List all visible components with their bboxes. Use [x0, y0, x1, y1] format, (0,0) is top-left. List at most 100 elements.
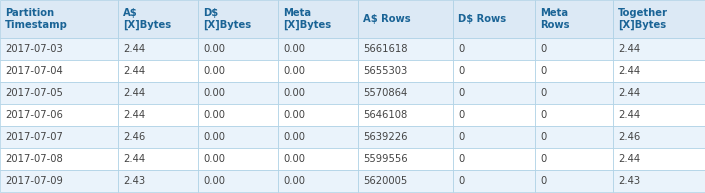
Text: 0: 0: [458, 66, 465, 76]
Text: A$ Rows: A$ Rows: [363, 14, 410, 24]
Bar: [118, 38, 198, 60]
Bar: [0, 148, 118, 170]
Bar: [613, 126, 705, 148]
Bar: [613, 0, 705, 38]
Bar: [613, 104, 705, 126]
Bar: [613, 170, 705, 192]
Bar: [358, 0, 453, 38]
Text: 0: 0: [540, 44, 546, 54]
Text: 0: 0: [540, 132, 546, 142]
Text: 5655303: 5655303: [363, 66, 407, 76]
Text: 0: 0: [540, 88, 546, 98]
Text: A$
[X]Bytes: A$ [X]Bytes: [123, 8, 171, 30]
Bar: [535, 60, 613, 82]
Bar: [358, 82, 453, 104]
Text: 2.44: 2.44: [618, 110, 640, 120]
Bar: [198, 148, 278, 170]
Text: 0: 0: [540, 66, 546, 76]
Text: Partition
Timestamp: Partition Timestamp: [5, 8, 68, 30]
Text: 0.00: 0.00: [283, 66, 305, 76]
Bar: [198, 38, 278, 60]
Text: 0.00: 0.00: [283, 110, 305, 120]
Bar: [278, 82, 358, 104]
Bar: [198, 126, 278, 148]
Text: 0.00: 0.00: [203, 88, 225, 98]
Text: D$ Rows: D$ Rows: [458, 14, 506, 24]
Text: 0.00: 0.00: [203, 110, 225, 120]
Bar: [535, 126, 613, 148]
Bar: [535, 82, 613, 104]
Text: Together
[X]Bytes: Together [X]Bytes: [618, 8, 668, 30]
Bar: [358, 104, 453, 126]
Bar: [535, 0, 613, 38]
Text: 5570864: 5570864: [363, 88, 407, 98]
Bar: [0, 126, 118, 148]
Bar: [0, 0, 118, 38]
Text: 2.46: 2.46: [618, 132, 640, 142]
Text: 0.00: 0.00: [203, 132, 225, 142]
Text: 0.00: 0.00: [203, 66, 225, 76]
Bar: [613, 60, 705, 82]
Bar: [118, 82, 198, 104]
Text: 5599556: 5599556: [363, 154, 407, 164]
Text: 2.44: 2.44: [618, 44, 640, 54]
Bar: [198, 0, 278, 38]
Bar: [198, 60, 278, 82]
Bar: [453, 38, 535, 60]
Text: 2017-07-06: 2017-07-06: [5, 110, 63, 120]
Bar: [118, 60, 198, 82]
Bar: [278, 126, 358, 148]
Bar: [278, 104, 358, 126]
Text: 0.00: 0.00: [203, 44, 225, 54]
Text: 2.44: 2.44: [123, 44, 145, 54]
Text: 2.43: 2.43: [618, 176, 640, 186]
Text: 0: 0: [540, 110, 546, 120]
Bar: [358, 170, 453, 192]
Bar: [198, 170, 278, 192]
Bar: [613, 82, 705, 104]
Text: 2017-07-04: 2017-07-04: [5, 66, 63, 76]
Text: 2017-07-08: 2017-07-08: [5, 154, 63, 164]
Bar: [453, 126, 535, 148]
Text: 0: 0: [458, 88, 465, 98]
Text: 2.46: 2.46: [123, 132, 145, 142]
Text: 0: 0: [458, 110, 465, 120]
Bar: [198, 82, 278, 104]
Bar: [358, 60, 453, 82]
Text: D$
[X]Bytes: D$ [X]Bytes: [203, 8, 251, 30]
Bar: [535, 170, 613, 192]
Text: 2.44: 2.44: [618, 66, 640, 76]
Text: 5620005: 5620005: [363, 176, 407, 186]
Text: 0.00: 0.00: [203, 154, 225, 164]
Bar: [358, 38, 453, 60]
Bar: [453, 0, 535, 38]
Bar: [198, 104, 278, 126]
Bar: [0, 104, 118, 126]
Bar: [453, 82, 535, 104]
Bar: [613, 38, 705, 60]
Bar: [118, 170, 198, 192]
Bar: [0, 170, 118, 192]
Text: 0: 0: [458, 132, 465, 142]
Text: 0.00: 0.00: [203, 176, 225, 186]
Text: 0: 0: [458, 154, 465, 164]
Bar: [278, 60, 358, 82]
Bar: [535, 148, 613, 170]
Text: 2.44: 2.44: [618, 88, 640, 98]
Text: 5646108: 5646108: [363, 110, 407, 120]
Bar: [0, 82, 118, 104]
Text: 2017-07-07: 2017-07-07: [5, 132, 63, 142]
Text: 0.00: 0.00: [283, 88, 305, 98]
Bar: [613, 148, 705, 170]
Text: 0: 0: [540, 176, 546, 186]
Text: 0.00: 0.00: [283, 132, 305, 142]
Bar: [278, 170, 358, 192]
Text: 0.00: 0.00: [283, 44, 305, 54]
Bar: [118, 148, 198, 170]
Bar: [278, 148, 358, 170]
Text: 2.44: 2.44: [123, 88, 145, 98]
Bar: [453, 60, 535, 82]
Bar: [453, 104, 535, 126]
Bar: [358, 126, 453, 148]
Text: 0: 0: [540, 154, 546, 164]
